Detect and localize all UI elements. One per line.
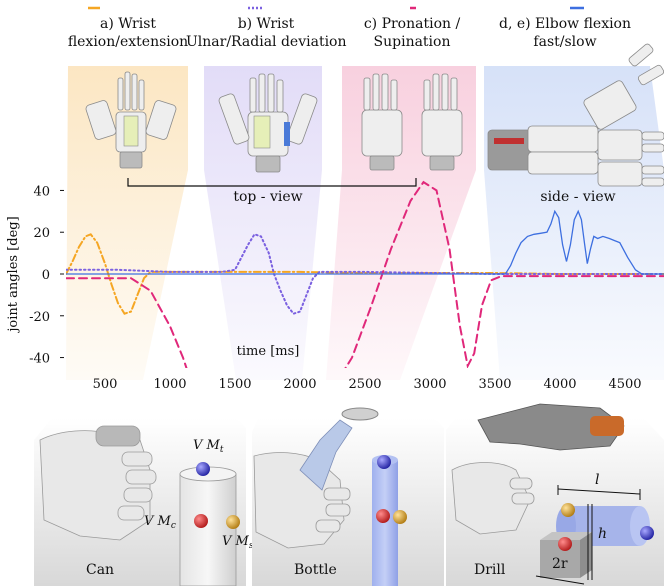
panel-can: V Mt V Mc V Ms Can — [34, 418, 254, 586]
y-tick-label: 20 — [33, 226, 50, 241]
chart-area: 40 20 0 -20 -40 500 1000 1500 2000 2500 3000 3500 4… — [6, 180, 664, 392]
x-tick-label: 4500 — [608, 377, 641, 392]
hand-image-ulnar-radial — [218, 73, 318, 173]
x-tick-label: 2500 — [348, 377, 381, 392]
drill-radius-dimension — [535, 575, 585, 585]
drill-length-label: l — [595, 472, 599, 488]
hand-image-pronation-supination — [361, 73, 463, 171]
y-tick-label: 0 — [42, 268, 50, 283]
movement-title-elbow-flexion: d, e) Elbow flexion fast/slow — [498, 16, 632, 50]
series-line-1 — [66, 233, 664, 315]
side-view-label: side - view — [540, 189, 616, 205]
drill-length-dimension — [557, 488, 641, 495]
y-tick-label: -20 — [29, 310, 50, 325]
object-label-bottle: Bottle — [294, 562, 337, 578]
y-tick-label: 40 — [33, 184, 50, 199]
hand-image-wrist-flexion — [85, 71, 177, 169]
top-view-bracket — [127, 178, 417, 187]
x-tick-label: 2000 — [283, 377, 316, 392]
series-line-4 — [66, 209, 664, 275]
virtual-marker-side — [226, 515, 240, 529]
virtual-marker-top — [196, 462, 210, 476]
y-axis-label: joint angles [deg] — [6, 216, 21, 333]
x-tick-label: 4000 — [543, 377, 576, 392]
x-tick-label: 1500 — [218, 377, 251, 392]
virtual-marker-center — [194, 514, 208, 528]
drill-height-label: h — [598, 526, 607, 542]
x-tick-label: 1000 — [153, 377, 186, 392]
top-view-label: top - view — [233, 189, 303, 205]
x-axis-label: time [ms] — [237, 344, 300, 359]
panel-drill: l h 2r Drill — [446, 403, 664, 586]
y-tick-label: -40 — [29, 352, 50, 367]
object-label-drill: Drill — [474, 562, 506, 578]
x-tick-label: 500 — [93, 377, 118, 392]
x-tick-label: 3000 — [413, 377, 446, 392]
panel-bottle: Bottle — [252, 407, 444, 586]
vm-c-label: V Mc — [144, 514, 176, 531]
movement-title-wrist-flexion: a) Wrist flexion/extension — [67, 16, 189, 50]
object-label-can: Can — [86, 562, 114, 578]
movement-title-ulnar-radial: b) Wrist Ulnar/Radial deviation — [186, 16, 347, 50]
movement-title-pronation: c) Pronation / Supination — [363, 16, 461, 50]
series-line-3 — [66, 180, 664, 368]
x-tick-label: 3500 — [478, 377, 511, 392]
drill-radius-label: 2r — [552, 556, 568, 572]
vm-t-label: V Mt — [193, 438, 224, 455]
hand-image-elbow-flexion — [487, 43, 664, 187]
vm-s-label: V Ms — [222, 534, 254, 551]
